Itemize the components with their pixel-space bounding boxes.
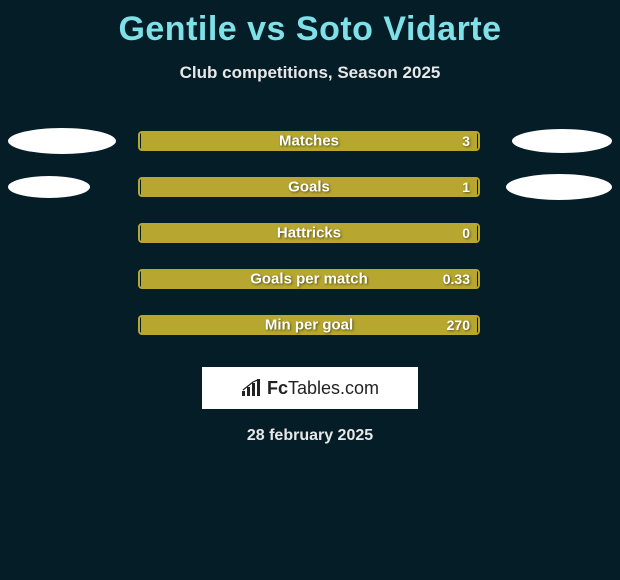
stat-row: Matches 3 [0,131,620,151]
stat-label: Matches [279,133,339,150]
logo-suffix: .com [340,378,379,398]
player-marker-left [8,176,90,198]
stat-bar: Goals per match 0.33 [138,269,480,289]
stat-value: 3 [462,133,470,149]
stats-container: Matches 3 Goals 1 Hattricks 0 Goals per match 0… [0,131,620,335]
logo-rest: Tables [288,378,340,398]
logo-brand: Fc [267,378,288,398]
stat-value: 0 [462,225,470,241]
stat-row: Goals per match 0.33 [0,269,620,289]
player-marker-right [512,129,612,153]
fctables-logo: FcTables.com [202,367,418,409]
stat-bar: Matches 3 [138,131,480,151]
stat-label: Goals [288,179,330,196]
stat-label: Hattricks [277,225,341,242]
stat-value: 0.33 [443,271,470,287]
page-title: Gentile vs Soto Vidarte [0,0,620,49]
stat-bar: Hattricks 0 [138,223,480,243]
player-marker-left [8,128,116,154]
player-marker-right [506,174,612,200]
date-text: 28 february 2025 [0,427,620,445]
stat-label: Min per goal [265,317,353,334]
stat-row: Hattricks 0 [0,223,620,243]
stat-bar: Goals 1 [138,177,480,197]
bar-chart-icon [241,379,263,397]
stat-value: 1 [462,179,470,195]
stat-row: Min per goal 270 [0,315,620,335]
page-subtitle: Club competitions, Season 2025 [0,63,620,83]
stat-row: Goals 1 [0,177,620,197]
stat-value: 270 [447,317,470,333]
logo-text: FcTables.com [267,378,379,399]
stat-label: Goals per match [250,271,368,288]
stat-bar: Min per goal 270 [138,315,480,335]
